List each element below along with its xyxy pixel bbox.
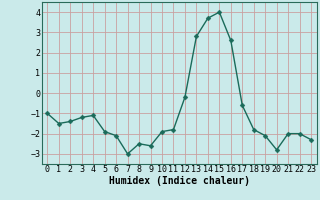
X-axis label: Humidex (Indice chaleur): Humidex (Indice chaleur)	[109, 176, 250, 186]
